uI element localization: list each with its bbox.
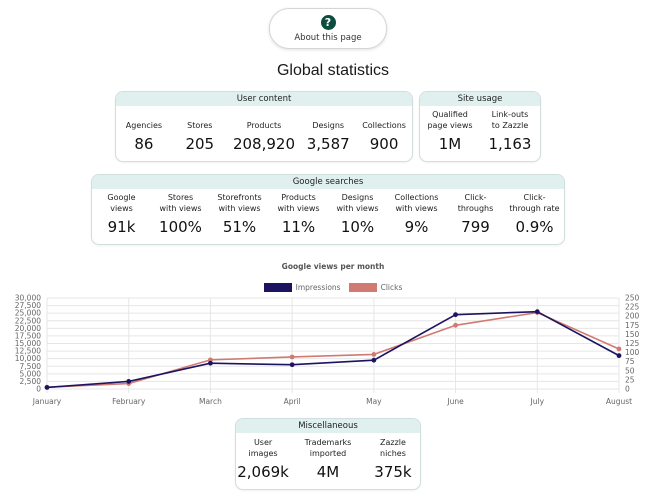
x-tick-label: July (530, 397, 545, 406)
y-right-tick-label: 200 (625, 312, 640, 321)
y-right-tick-label: 100 (625, 348, 640, 357)
y-left-tick-label: 15,000 (15, 339, 41, 348)
stat-stores-with-views: Stores with views 100% (159, 193, 202, 236)
y-left-tick-label: 25,000 (15, 309, 41, 318)
stat-click-throughs: Click- throughs 799 (457, 193, 494, 236)
chart-title: Google views per month (281, 262, 385, 271)
stat-collections: Collections 900 (362, 121, 406, 153)
y-left-tick-label: 5,000 (20, 369, 42, 378)
views-per-month-chart: 02,5005,0007,50010,00012,50015,00017,500… (15, 294, 640, 407)
legend-item-clicks[interactable]: Clicks (348, 283, 403, 292)
stat-trademarks-imported: Trademarks imported 4M (304, 438, 352, 481)
x-tick-label: May (366, 397, 382, 406)
about-page-button[interactable]: ? About this page (269, 8, 387, 49)
y-right-tick-label: 225 (625, 303, 640, 312)
data-point-impressions (208, 360, 213, 366)
series-line-impressions (46, 310, 620, 389)
x-tick-label: January (32, 397, 62, 406)
x-tick-label: March (199, 397, 222, 406)
data-point-clicks (208, 357, 213, 363)
y-right-tick-label: 0 (625, 385, 630, 394)
stat-storefronts-with-views: Storefronts with views 51% (217, 193, 262, 236)
user-content-header: User content (116, 92, 412, 106)
stat-zazzle-niches: Zazzle niches 375k (374, 438, 412, 481)
legend-label-clicks: Clicks (380, 283, 403, 292)
stat-collections-with-views: Collections with views 9% (394, 193, 439, 236)
chart-legend: Impressions Clicks (0, 283, 666, 292)
y-left-tick-label: 10,000 (15, 354, 41, 363)
stat-designs: Designs 3,587 (306, 121, 350, 153)
stat-stores: Stores 205 (185, 121, 215, 153)
data-point-impressions (534, 309, 540, 315)
y-left-tick-label: 2,500 (20, 377, 42, 386)
page-title: Global statistics (276, 62, 390, 79)
stat-google-views: Google views 91k (107, 193, 136, 236)
data-point-clicks (371, 352, 377, 357)
x-tick-label: April (284, 397, 301, 406)
data-point-impressions (453, 312, 458, 318)
data-point-clicks (616, 346, 622, 352)
data-point-clicks (289, 354, 295, 360)
miscellaneous-header: Miscellaneous (236, 419, 420, 433)
google-searches-header: Google searches (92, 175, 564, 189)
y-left-tick-label: 0 (36, 385, 41, 394)
about-page-label: About this page (294, 32, 362, 43)
google-searches-card: Google searches Google views 91k Stores … (91, 174, 565, 245)
stat-products: Products 208,920 (232, 121, 295, 153)
y-right-tick-label: 250 (625, 294, 640, 303)
stat-designs-with-views: Designs with views 10% (336, 193, 379, 236)
y-left-tick-label: 17,500 (15, 331, 41, 340)
question-circle-icon: ? (320, 14, 336, 30)
stat-click-through-rate: Click- through rate 0.9% (509, 193, 560, 236)
user-content-card: User content Agencies 86 Stores 205 Prod… (115, 91, 413, 162)
x-tick-label: August (606, 397, 632, 406)
data-point-impressions (126, 379, 132, 384)
stat-products-with-views: Products with views 11% (277, 193, 320, 236)
legend-swatch-clicks (348, 283, 377, 292)
data-point-impressions (289, 362, 295, 368)
y-left-tick-label: 7,500 (20, 362, 42, 371)
y-left-tick-label: 22,500 (15, 316, 41, 325)
miscellaneous-card: Miscellaneous User images 2,069k Tradema… (235, 418, 421, 490)
y-right-tick-label: 50 (625, 366, 635, 375)
y-right-tick-label: 25 (625, 375, 635, 384)
x-tick-label: June (446, 397, 464, 406)
y-left-tick-label: 27,500 (15, 301, 41, 310)
site-usage-card: Site usage Qualified page views 1M Link-… (419, 91, 541, 162)
y-right-tick-label: 150 (625, 330, 640, 339)
y-right-tick-label: 75 (625, 357, 635, 366)
data-point-impressions (44, 385, 50, 390)
legend-label-impressions: Impressions (295, 283, 341, 292)
y-right-tick-label: 125 (625, 339, 640, 348)
data-point-impressions (616, 353, 622, 359)
series-line-clicks (46, 311, 620, 388)
data-point-clicks (453, 322, 458, 328)
y-left-tick-label: 12,500 (15, 347, 41, 356)
legend-swatch-impressions (263, 283, 292, 292)
y-left-tick-label: 20,000 (15, 324, 41, 333)
y-left-tick-label: 30,000 (15, 294, 41, 303)
data-point-impressions (371, 357, 377, 363)
site-usage-header: Site usage (420, 92, 540, 106)
legend-item-impressions[interactable]: Impressions (263, 283, 341, 292)
stat-agencies: Agencies 86 (125, 121, 163, 153)
y-right-tick-label: 175 (625, 321, 640, 330)
x-tick-label: February (112, 397, 146, 406)
stat-qualified-page-views: Qualified page views 1M (427, 110, 473, 153)
stat-link-outs: Link-outs to Zazzle 1,163 (488, 110, 532, 153)
stat-user-images: User images 2,069k (237, 438, 289, 481)
